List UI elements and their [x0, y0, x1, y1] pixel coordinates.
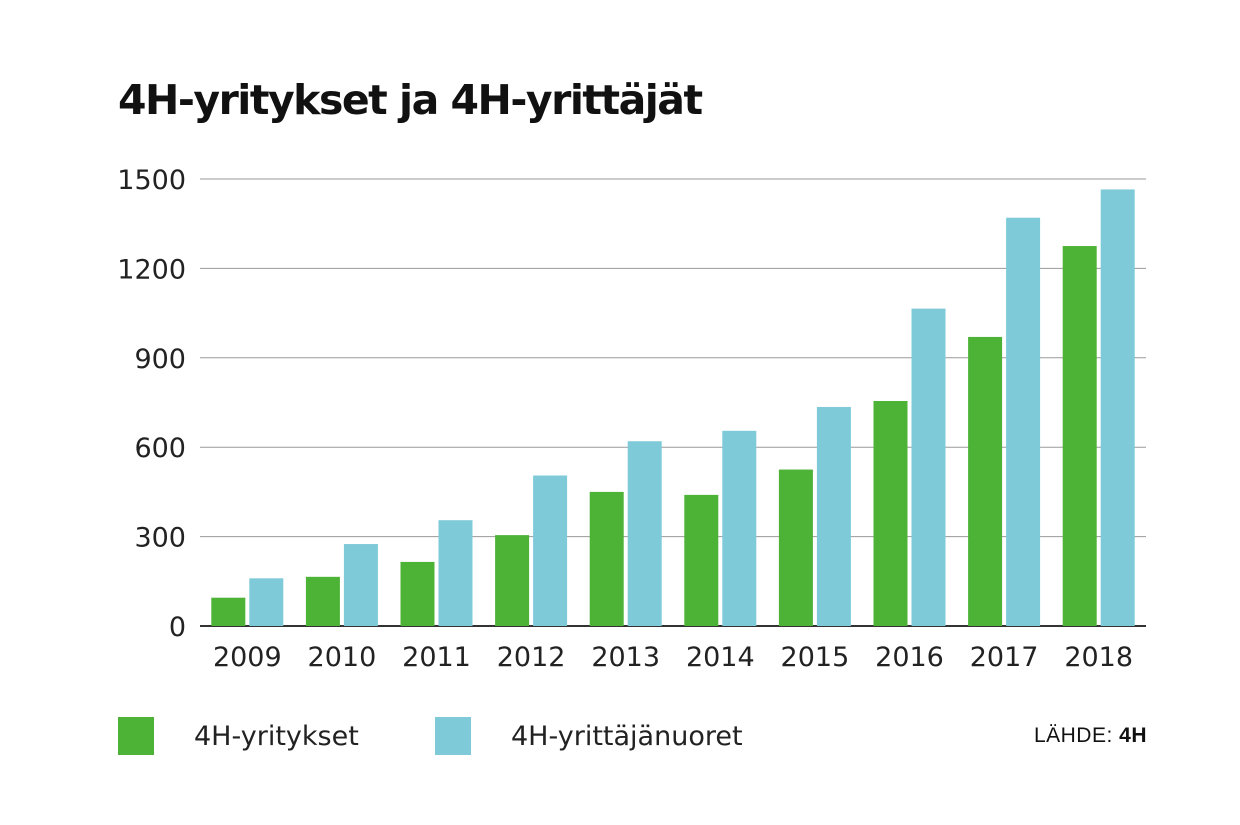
y-tick-label: 600: [134, 433, 186, 464]
x-tick-label: 2014: [686, 642, 755, 673]
x-tick-label: 2013: [591, 642, 660, 673]
bar-chart: 0 300 600 900 1200 1500 2009 2010 2011 2012 2013 20…: [117, 165, 1146, 673]
bar-yrittajanuoret-2013: [627, 441, 662, 626]
y-tick-label: 0: [169, 612, 186, 643]
y-tick-label: 1500: [117, 165, 186, 196]
bar-yritykset-2013: [589, 491, 624, 626]
chart-title: 4H-yritykset ja 4H-yrittäjät: [118, 76, 703, 124]
bar-yrittajanuoret-2018: [1100, 189, 1135, 626]
bar-yrittajanuoret-2010: [343, 544, 378, 626]
source-note: LÄHDE: 4H: [1034, 724, 1147, 748]
bar-yritykset-2017: [968, 336, 1003, 626]
bar-yritykset-2009: [211, 597, 246, 626]
bar-yrittajanuoret-2012: [533, 475, 568, 626]
x-tick-label: 2012: [497, 642, 566, 673]
bar-yrittajanuoret-2017: [1006, 217, 1041, 627]
bar-yritykset-2010: [305, 576, 340, 626]
y-tick-label: 1200: [117, 254, 186, 285]
x-tick-label: 2011: [402, 642, 471, 673]
bar-yrittajanuoret-2014: [722, 430, 757, 626]
bar-yritykset-2012: [495, 535, 530, 626]
bar-yritykset-2015: [778, 469, 813, 626]
x-tick-label: 2018: [1064, 642, 1133, 673]
bar-yritykset-2018: [1062, 246, 1097, 627]
bar-yrittajanuoret-2015: [816, 406, 851, 626]
x-tick-label: 2015: [781, 642, 850, 673]
legend-label-series-1: 4H-yritykset: [194, 720, 359, 752]
source-label: LÄHDE:: [1033, 724, 1113, 747]
legend-swatch-green: [118, 717, 154, 755]
legend-item-series-1: 4H-yritykset: [118, 716, 359, 756]
x-tick-label: 2017: [970, 642, 1039, 673]
bar-yritykset-2014: [684, 494, 719, 626]
source-value: 4H: [1119, 724, 1147, 747]
x-tick-label: 2016: [875, 642, 944, 673]
y-tick-label: 300: [134, 523, 186, 554]
legend-label-series-2: 4H-yrittäjänuoret: [511, 720, 743, 752]
bar-yritykset-2016: [873, 401, 908, 626]
legend-swatch-blue: [435, 717, 471, 755]
bar-yrittajanuoret-2011: [438, 520, 473, 626]
x-tick-label: 2009: [213, 642, 282, 673]
legend-item-series-2: 4H-yrittäjänuoret: [435, 716, 743, 756]
x-tick-label: 2010: [308, 642, 377, 673]
y-tick-label: 900: [134, 344, 186, 375]
bar-yrittajanuoret-2009: [249, 578, 284, 626]
bar-yrittajanuoret-2016: [911, 308, 946, 626]
bar-yritykset-2011: [400, 561, 435, 626]
